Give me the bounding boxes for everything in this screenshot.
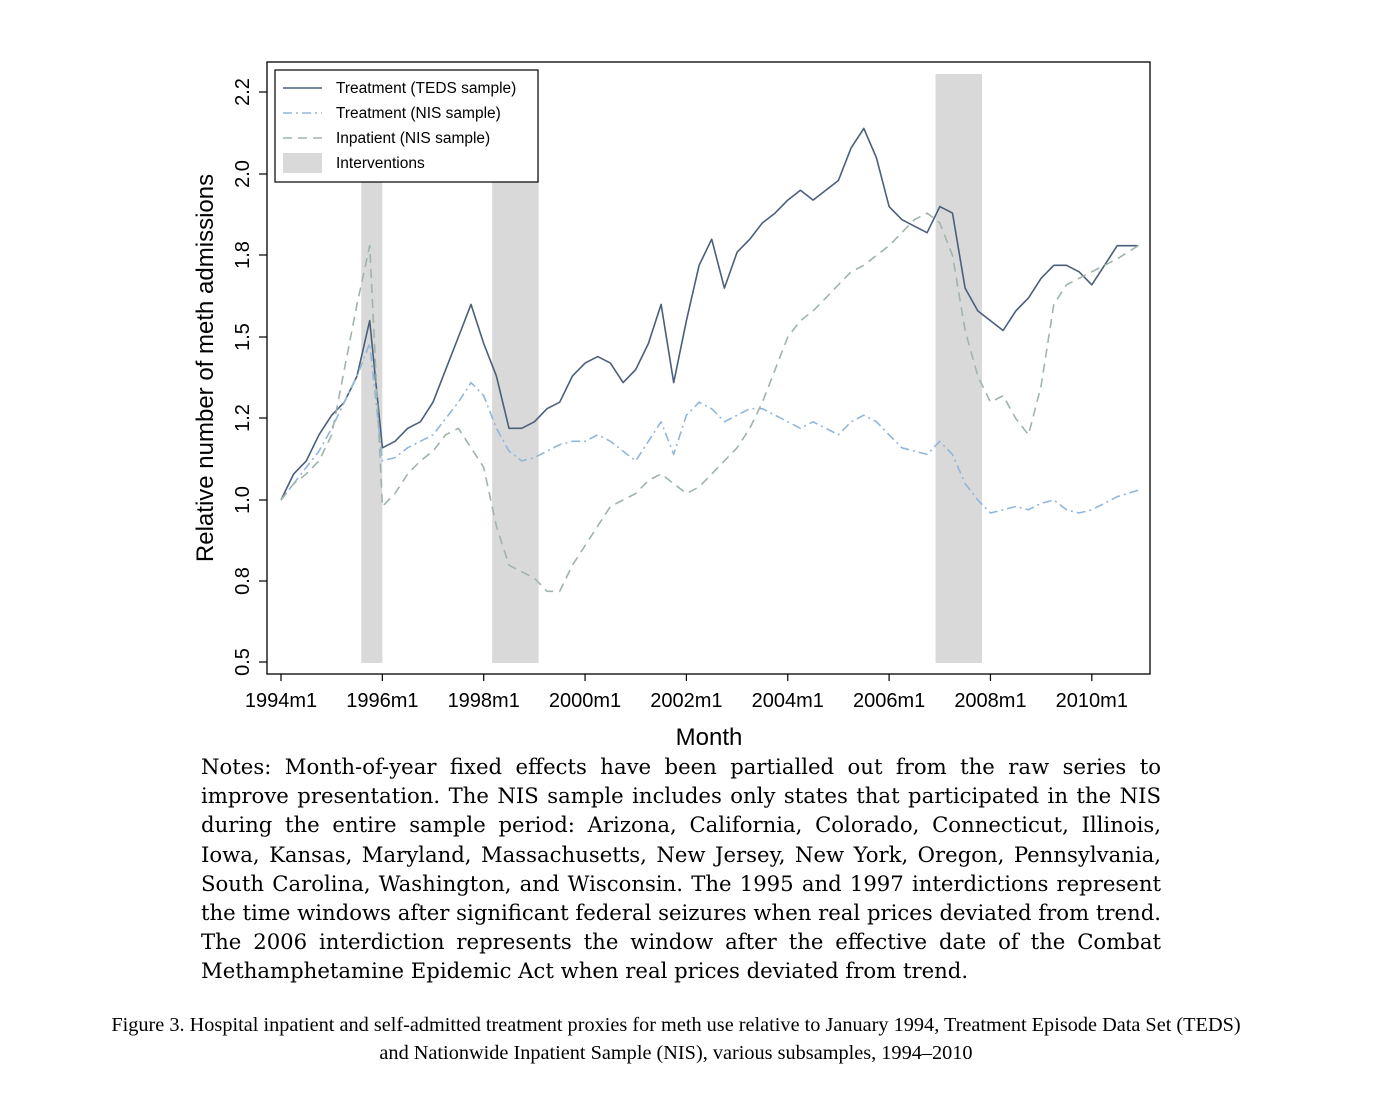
legend-label-2: Treatment (NIS sample) — [336, 105, 501, 122]
series-lines — [280, 127, 1139, 593]
legend-label-3: Inpatient (NIS sample) — [336, 130, 490, 147]
legend-label-1: Treatment (TEDS sample) — [336, 80, 516, 97]
intervention-band-3 — [935, 74, 983, 663]
legend-label-4: Interventions — [336, 155, 425, 172]
y-tick-label: 2.0 — [232, 160, 254, 188]
x-tick-label: 1994m1 — [245, 690, 317, 712]
legend-swatch-interventions — [283, 153, 322, 173]
figure-caption-line-1: Figure 3. Hospital inpatient and self-ad… — [111, 1014, 1241, 1036]
legend: Treatment (TEDS sample) Treatment (NIS sa… — [274, 69, 539, 183]
x-tick-label: 1998m1 — [448, 690, 520, 712]
y-axis-title: Relative number of meth admissions — [192, 174, 219, 562]
y-axis: 0.5 0.8 1.0 1.2 1.5 1.8 2.0 2.2 — [232, 78, 267, 676]
x-tick-label: 2006m1 — [853, 690, 925, 712]
plot-frame — [266, 61, 1151, 675]
series-line-2 — [280, 342, 1139, 514]
x-tick-label: 2000m1 — [549, 690, 621, 712]
x-tick-label: 2004m1 — [752, 690, 824, 712]
x-tick-label: 2008m1 — [954, 690, 1026, 712]
x-tick-label: 2002m1 — [650, 690, 722, 712]
y-tick-label: 1.0 — [232, 486, 254, 514]
series-line-3 — [280, 212, 1139, 593]
line-chart: 1994m1 1996m1 1998m1 2000m1 2002m1 2004m1 2006… — [192, 61, 1151, 751]
figure-caption: Figure 3. Hospital inpatient and self-ad… — [0, 1011, 1352, 1067]
intervention-bands — [361, 74, 983, 663]
x-axis-title: Month — [676, 724, 743, 751]
y-tick-label: 1.2 — [232, 404, 254, 432]
x-tick-label: 2010m1 — [1056, 690, 1128, 712]
intervention-band-1 — [361, 74, 383, 663]
y-tick-label: 1.8 — [232, 241, 254, 269]
y-tick-label: 0.8 — [232, 567, 254, 595]
figure-caption-line-2: and Nationwide Inpatient Sample (NIS), v… — [379, 1042, 973, 1064]
y-tick-label: 2.2 — [232, 78, 254, 106]
y-tick-label: 0.5 — [232, 648, 254, 676]
figure-notes: Notes: Month-of-year fixed effects have … — [201, 754, 1161, 984]
x-tick-label: 1996m1 — [346, 690, 418, 712]
y-tick-label: 1.5 — [232, 323, 254, 351]
x-axis: 1994m1 1996m1 1998m1 2000m1 2002m1 2004m1 2006… — [245, 674, 1128, 712]
series-line-1 — [280, 127, 1139, 501]
